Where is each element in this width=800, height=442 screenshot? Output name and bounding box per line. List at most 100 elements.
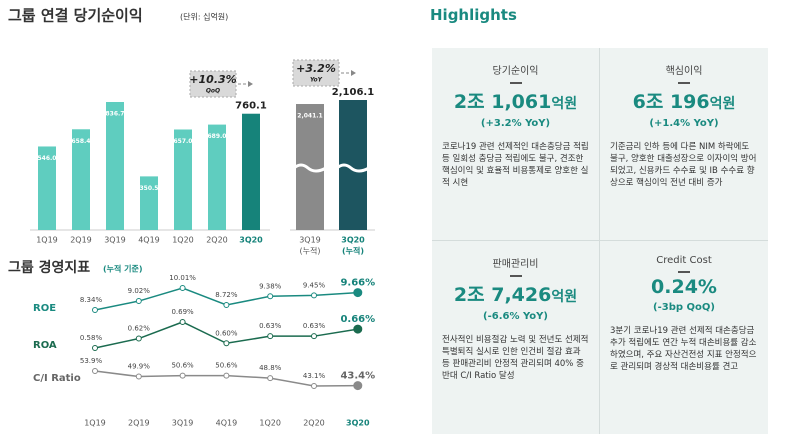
highlight-card: Credit Cost 0.24% (-3bp QoQ) 3분기 코로나19 관련 선… — [600, 241, 768, 434]
point — [92, 368, 98, 374]
card-change: (-6.6% YoY) — [483, 311, 548, 322]
x-tick-label: 3Q20 — [239, 236, 263, 245]
card-value: 2조 1,061억원 — [442, 87, 589, 114]
point — [267, 375, 274, 382]
value-label: 546.0 — [38, 155, 57, 162]
highlights-title: Highlights — [430, 6, 517, 24]
card-description: 3분기 코로나19 관련 선제적 대손충당금 추가 적립에도 연간 누적 대손비… — [610, 326, 757, 372]
x-tick-label: (누적) — [300, 246, 321, 256]
legend-label: ROA — [33, 340, 57, 351]
card-value: 0.24% — [610, 276, 758, 298]
x-tick-label: 3Q19 — [172, 419, 194, 428]
x-tick-label: 3Q20 — [346, 419, 370, 428]
x-tick-label: 4Q19 — [216, 419, 238, 428]
x-tick-label: 2Q19 — [128, 419, 150, 428]
point — [135, 373, 142, 380]
unit-label: (단위: 십억원) — [180, 12, 228, 22]
card-title: 당기순이익 — [492, 66, 539, 77]
x-tick-label: 3Q19 — [104, 236, 126, 245]
card-change: (+3.2% YoY) — [480, 118, 551, 129]
value-label: 0.63% — [303, 322, 326, 330]
annotation-arrowhead — [248, 81, 253, 87]
divider — [509, 275, 522, 277]
x-tick-label: 2Q20 — [206, 236, 228, 245]
card-change: (+1.4% YoY) — [649, 118, 719, 129]
value-label: 9.02% — [128, 287, 151, 295]
bar — [296, 104, 324, 230]
value-label: 0.58% — [80, 334, 103, 342]
x-tick-label: 1Q19 — [36, 236, 58, 245]
value-number: 6조 196 — [632, 91, 710, 113]
x-tick-label: 3Q19 — [299, 236, 321, 245]
value-label: 0.63% — [259, 322, 282, 330]
annotation-sub: YoY — [310, 77, 323, 84]
value-label: 50.6% — [171, 362, 194, 370]
point — [179, 285, 186, 291]
card-description: 기준금리 인하 등에 다른 NIM 하락에도 불구, 양호한 대출성장으로 이자… — [610, 142, 757, 188]
card-title: 판매관리비 — [492, 259, 539, 270]
value-label: 9.38% — [259, 282, 282, 290]
x-tick-label: 3Q20 — [341, 236, 365, 245]
point — [223, 372, 230, 379]
annotation-arrowhead — [351, 70, 356, 76]
axis-break — [336, 163, 370, 173]
divider — [509, 82, 522, 84]
chart-subtitle: (누적 기준) — [103, 264, 143, 274]
value-unit: 억원 — [551, 96, 578, 112]
annotation-box — [292, 59, 340, 87]
annotation-sub: QoQ — [206, 88, 220, 95]
value-label: 689.0 — [208, 133, 227, 140]
bar — [106, 102, 124, 230]
card-description: 전사적인 비용절감 노력 및 전년도 선제적 특별퇴직 실시로 인한 인건비 절… — [442, 335, 589, 381]
value-label: 9.66% — [340, 278, 375, 289]
value-label: 43.1% — [303, 372, 326, 380]
value-label: 350.5 — [140, 185, 159, 192]
x-tick-label: 2Q20 — [303, 419, 325, 428]
axis-break — [293, 163, 327, 173]
point — [223, 301, 230, 308]
annotation-label: +3.2% — [296, 62, 336, 75]
value-number: 2조 7,426 — [453, 284, 552, 306]
point — [92, 307, 98, 313]
value-label: 760.1 — [235, 101, 267, 112]
x-tick-label: 1Q20 — [259, 419, 281, 428]
point — [267, 333, 274, 340]
value-number: 0.24% — [651, 276, 717, 298]
card-title: Credit Cost — [656, 255, 712, 266]
value-label: 9.45% — [303, 281, 326, 289]
x-tick-label: 1Q20 — [172, 236, 194, 245]
bar — [72, 129, 90, 230]
bar — [208, 124, 226, 230]
point — [179, 372, 186, 379]
value-label: 0.66% — [340, 314, 375, 325]
card-description: 코로나19 관련 선제적인 대손충당금 적립 등 일회성 충당금 적립에도 불구… — [442, 142, 589, 188]
highlight-card: 당기순이익 2조 1,061억원 (+3.2% YoY) 코로나19 관련 선제적인 … — [432, 48, 600, 241]
point — [311, 333, 317, 340]
legend-label: C/I Ratio — [33, 373, 81, 384]
value-label: 657.0 — [174, 138, 193, 145]
chart-title: 그룹 경영지표 — [8, 259, 90, 276]
card-value: 2조 7,426억원 — [442, 280, 589, 307]
highlight-card: 핵심이익 6조 196억원 (+1.4% YoY) 기준금리 인하 등에 다른 NIM… — [600, 48, 768, 241]
charts: 그룹 연결 당기순이익 (단위: 십억원) 그룹 경영지표 (누적 기준) 54… — [8, 7, 375, 428]
annotation-box — [189, 70, 237, 98]
value-label: 50.6% — [215, 362, 238, 370]
divider — [678, 271, 690, 273]
point — [223, 340, 230, 347]
x-tick-label: 1Q19 — [84, 419, 106, 428]
point — [353, 324, 363, 334]
card-value: 6조 196억원 — [610, 87, 758, 114]
value-label: 49.9% — [128, 363, 151, 371]
bar — [140, 176, 158, 230]
x-tick-label: 4Q19 — [138, 236, 160, 245]
value-label: 0.69% — [171, 308, 194, 316]
point — [311, 383, 317, 389]
value-label: 2,041.1 — [297, 113, 322, 120]
highlights-panel: 당기순이익 2조 1,061억원 (+3.2% YoY) 코로나19 관련 선제적인 … — [432, 48, 768, 434]
chart-title: 그룹 연결 당기순이익 — [8, 7, 143, 25]
value-unit: 억원 — [709, 96, 736, 112]
card-title: 핵심이익 — [665, 66, 703, 77]
card-change: (-3bp QoQ) — [653, 302, 715, 313]
point — [92, 345, 98, 351]
